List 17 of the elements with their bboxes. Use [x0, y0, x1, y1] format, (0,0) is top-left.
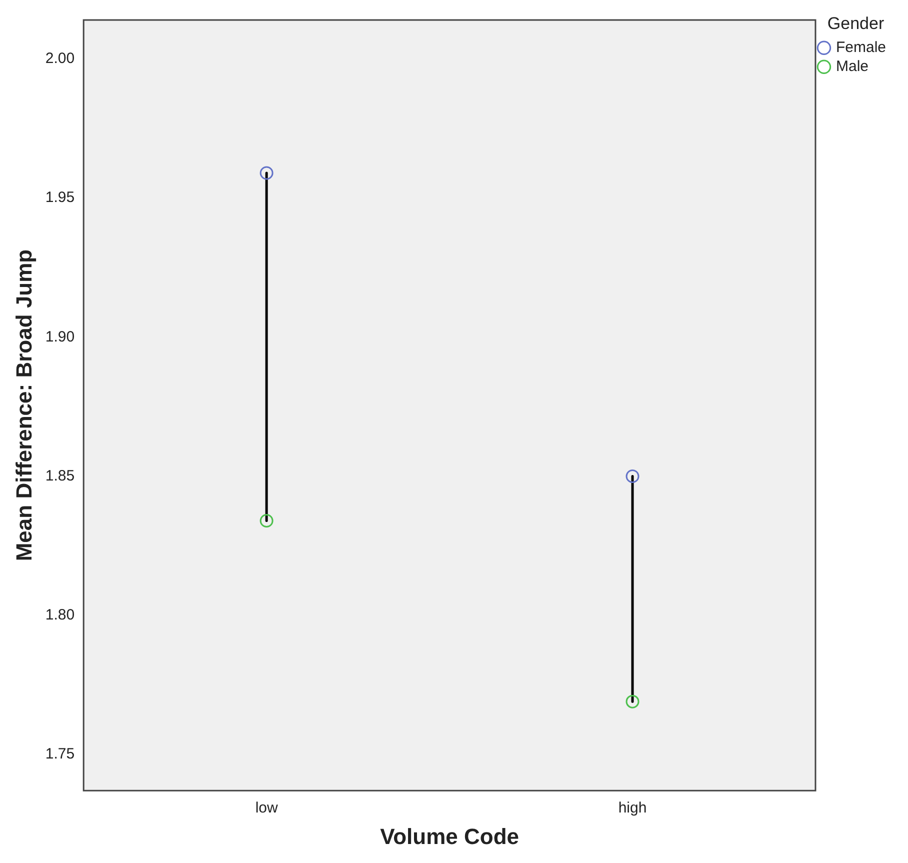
legend-title: Gender — [827, 14, 884, 34]
point — [260, 166, 274, 180]
point — [626, 694, 640, 708]
y-tick-label: 1.80 — [45, 606, 75, 624]
x-tick-label: high — [618, 800, 647, 817]
y-axis-title: Mean Difference: Broad Jump — [11, 249, 36, 562]
y-tick-label: 2.00 — [45, 50, 75, 68]
y-tick-label: 1.90 — [45, 328, 75, 346]
x-tick-label: low — [255, 800, 278, 817]
point — [626, 469, 640, 483]
legend-label: Male — [836, 58, 868, 76]
point — [260, 514, 274, 528]
x-axis-title: Volume Code — [380, 824, 520, 849]
legend-label: Female — [836, 39, 886, 56]
y-tick-label: 1.95 — [45, 189, 75, 206]
y-tick-label: 1.85 — [45, 467, 75, 484]
y-tick-label: 1.75 — [45, 746, 75, 763]
